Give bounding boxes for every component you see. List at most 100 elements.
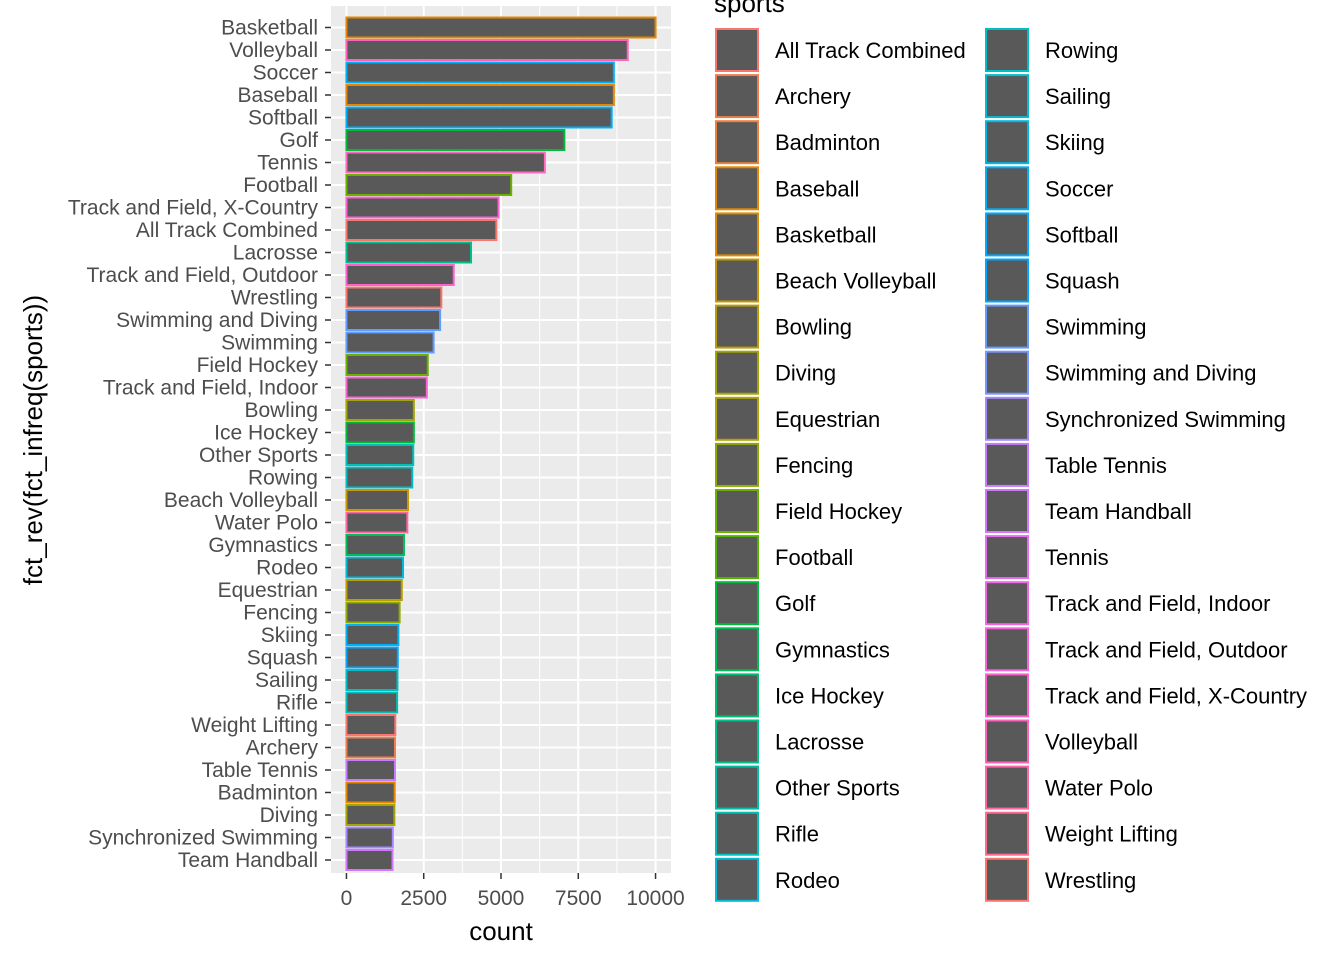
legend-label: Volleyball <box>1045 730 1138 755</box>
legend-key <box>985 350 1029 395</box>
y-axis-title: fct_rev(fct_infreq(sports)) <box>18 295 48 585</box>
legend-label: Ice Hockey <box>775 683 884 708</box>
legend-key <box>715 304 759 349</box>
y-tick-label: Basketball <box>221 17 318 40</box>
legend-key <box>985 120 1029 165</box>
legend-label: Softball <box>1045 222 1118 247</box>
y-tick-label: Table Tennis <box>202 759 318 782</box>
legend-label: Sailing <box>1045 84 1111 109</box>
bar <box>345 849 394 871</box>
bar <box>345 151 546 174</box>
bar <box>345 444 415 466</box>
x-tick-label: 2500 <box>400 887 447 910</box>
y-tick-label: Swimming <box>221 332 318 355</box>
legend-key <box>715 627 759 672</box>
bar <box>345 601 401 624</box>
bar <box>345 466 414 489</box>
legend-label: Team Handball <box>1045 499 1192 524</box>
legend-key <box>985 627 1029 672</box>
bar <box>345 84 615 106</box>
legend-key <box>985 396 1029 441</box>
y-tick-label: Synchronized Swimming <box>88 827 318 850</box>
bar <box>345 241 473 264</box>
legend-label: All Track Combined <box>775 38 966 63</box>
y-tick-label: Volleyball <box>229 39 318 62</box>
bar <box>345 691 399 714</box>
y-tick-label: Field Hockey <box>197 354 319 377</box>
y-tick-label: Archery <box>246 737 319 760</box>
bars <box>345 16 657 871</box>
y-tick-label: Lacrosse <box>233 242 318 265</box>
legend-label: Tennis <box>1045 545 1109 570</box>
y-tick-label: Equestrian <box>218 579 318 602</box>
legend-label: Beach Volleyball <box>775 269 936 294</box>
legend-label: Gymnastics <box>775 637 890 662</box>
legend-key <box>715 857 759 902</box>
legend-key <box>715 673 759 718</box>
legend-label: Track and Field, Indoor <box>1045 591 1270 616</box>
legend-key <box>985 74 1029 119</box>
x-tick-label: 10000 <box>626 887 684 910</box>
legend-key <box>715 166 759 211</box>
bar <box>345 219 498 241</box>
legend-key <box>985 212 1029 257</box>
bar <box>345 669 399 691</box>
legend-key <box>985 857 1029 902</box>
legend-label: Field Hockey <box>775 499 902 524</box>
legend-label: Skiing <box>1045 130 1105 155</box>
bar <box>345 106 613 129</box>
bar <box>345 354 429 376</box>
legend-key <box>715 258 759 303</box>
legend-key <box>985 489 1029 533</box>
x-axis-title: count <box>469 916 533 946</box>
y-tick-label: Football <box>243 174 318 197</box>
y-tick-label: Rodeo <box>256 557 318 580</box>
legend-label: Rowing <box>1045 38 1118 63</box>
bar <box>345 39 629 61</box>
y-tick-label: Rifle <box>276 692 318 715</box>
y-tick-label: Diving <box>260 804 318 827</box>
bar <box>345 196 500 219</box>
y-tick-label: Other Sports <box>199 444 318 467</box>
legend-key <box>715 28 759 72</box>
legend-label: Baseball <box>775 176 859 201</box>
legend-key <box>985 258 1029 303</box>
legend-key <box>715 765 759 810</box>
y-tick-label: Soccer <box>253 62 318 85</box>
legend-label: Swimming <box>1045 315 1146 340</box>
legend-label: Rodeo <box>775 868 840 893</box>
legend-key <box>715 396 759 441</box>
legend-key <box>985 166 1029 211</box>
bar <box>345 376 428 399</box>
x-tick-label: 7500 <box>555 887 602 910</box>
bar <box>345 579 403 601</box>
y-tick-label: Track and Field, X-Country <box>68 197 319 220</box>
legend-label: Rifle <box>775 822 819 847</box>
legend-key <box>985 442 1029 487</box>
bar <box>345 489 409 511</box>
y-tick-label: Beach Volleyball <box>164 489 318 512</box>
legend-key <box>985 673 1029 718</box>
y-tick-label: Tennis <box>257 152 318 175</box>
legend-key <box>985 581 1029 626</box>
bar <box>345 781 396 804</box>
legend-key <box>985 765 1029 810</box>
y-tick-label: Golf <box>279 129 318 152</box>
x-tick-label: 0 <box>341 887 353 910</box>
bar <box>345 646 399 669</box>
bar <box>345 61 615 84</box>
legend-label: Track and Field, Outdoor <box>1045 637 1288 662</box>
legend-key <box>985 304 1029 349</box>
legend-label: Wrestling <box>1045 868 1136 893</box>
y-tick-label: Skiing <box>261 624 318 647</box>
legend-key <box>715 581 759 626</box>
bar <box>345 399 415 421</box>
legend: All Track Combined Archery Badminton Baseba… <box>715 28 1307 902</box>
bar <box>345 804 396 826</box>
bar <box>345 421 415 444</box>
legend-key <box>715 535 759 580</box>
legend-label: Diving <box>775 361 836 386</box>
y-tick-label: Swimming and Diving <box>116 309 318 332</box>
legend-key <box>985 535 1029 580</box>
